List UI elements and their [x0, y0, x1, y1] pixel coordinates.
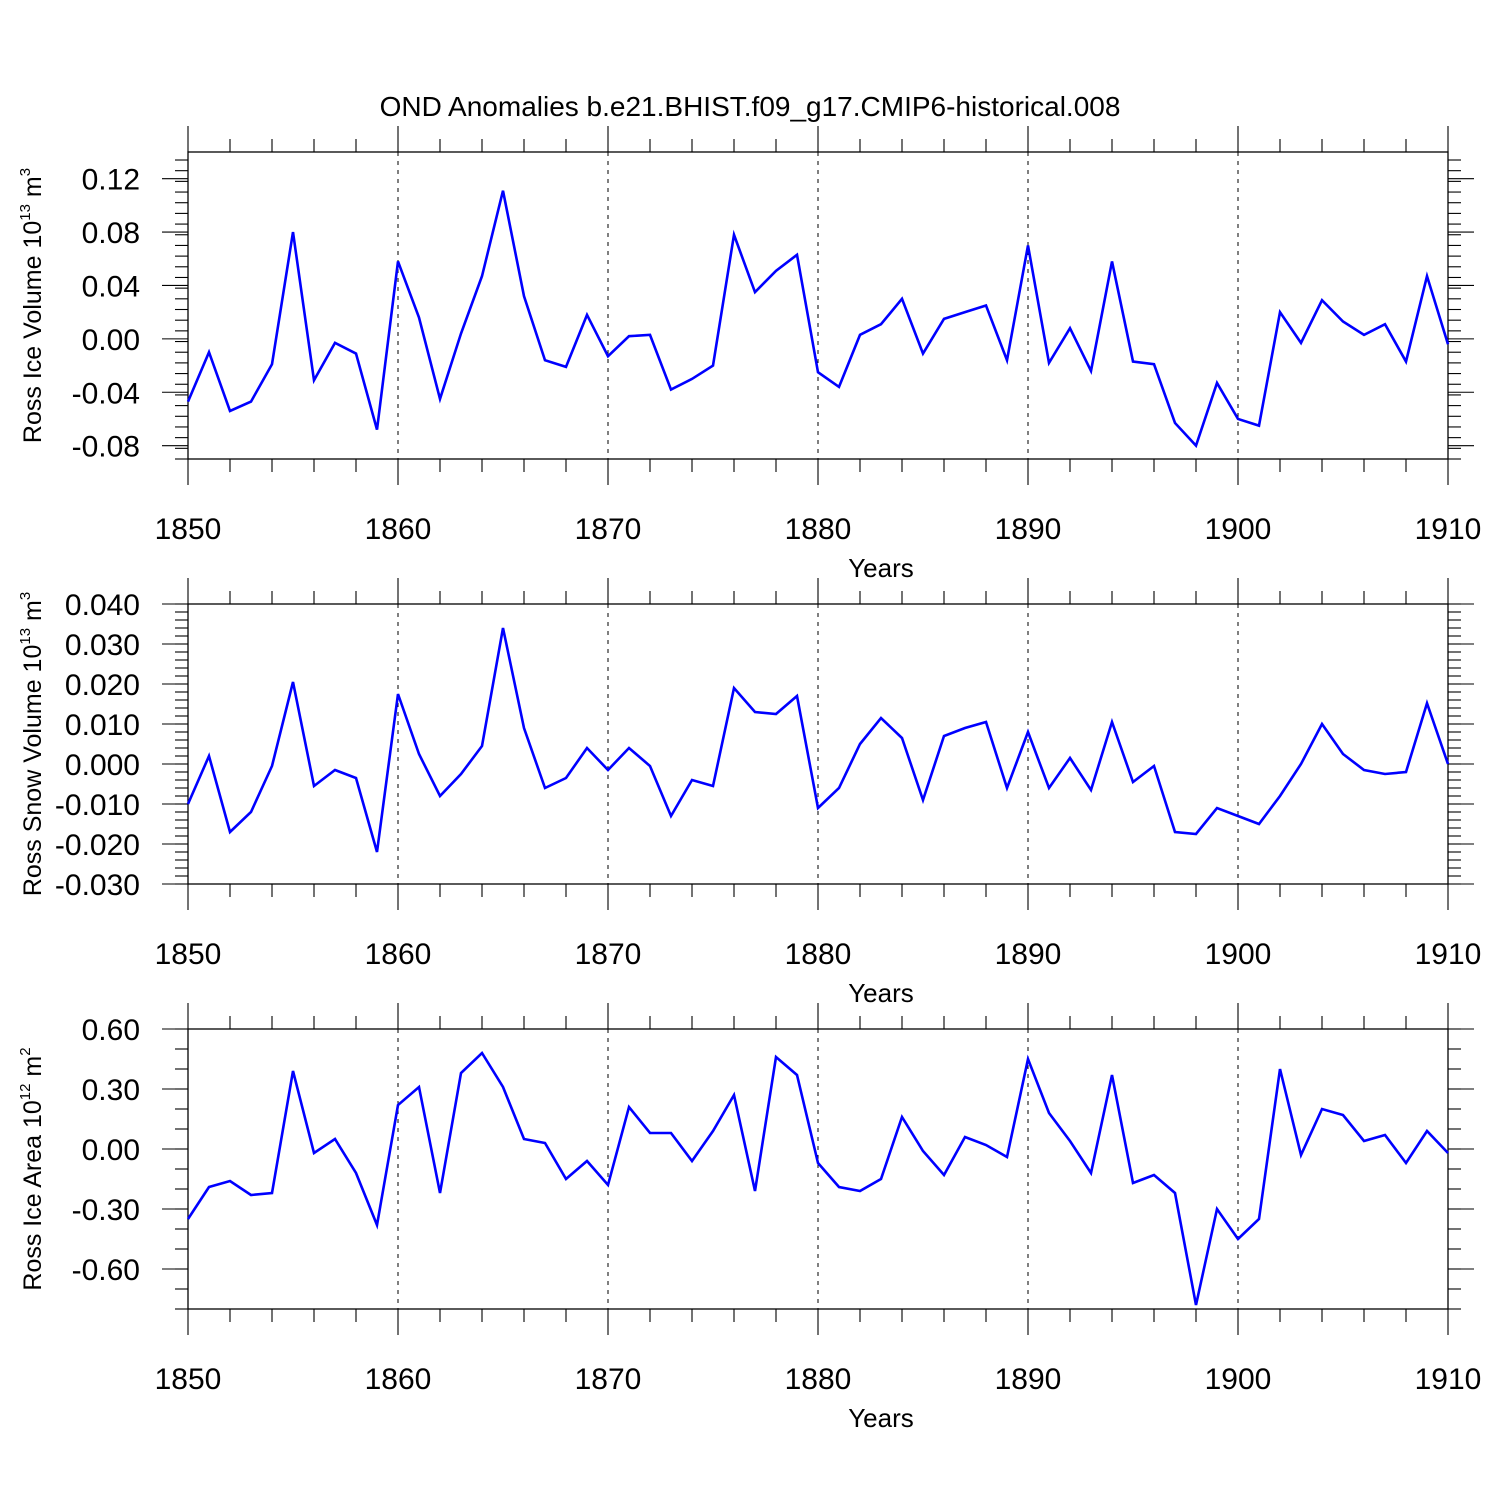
y-tick-label: -0.60	[72, 1254, 140, 1287]
x-tick-label: 1890	[995, 1363, 1062, 1396]
x-axis-label: Years	[848, 978, 914, 1008]
series-line	[186, 1050, 1449, 1306]
panel-2: 1850 1860 1870 1880 1890 1900 1910 Years -0.030 -…	[17, 578, 1481, 1008]
x-tick-label: 1900	[1205, 513, 1272, 546]
y-tick-label: 0.00	[82, 324, 140, 357]
y-tick-label: -0.020	[55, 829, 140, 862]
y-label-unit-exponent: 2	[17, 1047, 34, 1055]
series-line	[186, 190, 1450, 449]
x-axis-label: Years	[848, 1403, 914, 1433]
y-tick-label: 0.12	[82, 164, 140, 197]
y-tick-label: -0.08	[72, 431, 140, 464]
y-tick-label: 0.020	[65, 669, 140, 702]
y-label-unit: m	[19, 176, 47, 204]
series-line	[186, 627, 1450, 853]
y-tick-label: -0.010	[55, 789, 140, 822]
x-tick-label: 1850	[155, 1363, 222, 1396]
x-tick-label: 1900	[1205, 1363, 1272, 1396]
y-tick-label: 0.030	[65, 629, 140, 662]
x-tick-label: 1880	[785, 938, 852, 971]
x-tick-label: 1860	[365, 1363, 432, 1396]
x-tick-label: 1910	[1415, 1363, 1482, 1396]
y-label-unit: m	[19, 600, 47, 628]
x-tick-label: 1870	[575, 938, 642, 971]
y-label-main: Ross Snow Volume 10	[19, 645, 47, 897]
y-tick-label: 0.60	[82, 1014, 140, 1047]
y-tick-label: 0.010	[65, 709, 140, 742]
panels: 1850 1860 1870 1880 1890 1900 1910 Years -0.08 -0…	[17, 126, 1481, 1433]
y-label-exponent: 12	[17, 1084, 34, 1101]
y-tick-label: 0.08	[82, 217, 140, 250]
x-tick-label: 1900	[1205, 938, 1272, 971]
chart-title: OND Anomalies b.e21.BHIST.f09_g17.CMIP6-…	[380, 91, 1121, 122]
y-axis-label: Ross Snow Volume 1013 m3	[17, 592, 47, 896]
x-tick-label: 1890	[995, 513, 1062, 546]
x-tick-label: 1890	[995, 938, 1062, 971]
y-label-exponent: 13	[17, 628, 34, 645]
y-tick-label: -0.030	[55, 869, 140, 902]
x-tick-label: 1910	[1415, 513, 1482, 546]
y-axis-label: Ross Ice Volume 1013 m3	[17, 168, 47, 443]
x-tick-label: 1850	[155, 513, 222, 546]
panel-3: 1850 1860 1870 1880 1890 1900 1910 Years -0.60 -0…	[17, 1003, 1481, 1433]
x-axis-label: Years	[848, 553, 914, 583]
y-tick-label: 0.04	[82, 270, 140, 303]
y-tick-label: 0.00	[82, 1134, 140, 1167]
y-tick-label: 0.040	[65, 589, 140, 622]
x-tick-label: 1870	[575, 513, 642, 546]
y-label-unit-exponent: 3	[17, 168, 34, 176]
x-tick-label: 1880	[785, 1363, 852, 1396]
y-label-unit-exponent: 3	[17, 592, 34, 600]
x-tick-label: 1860	[365, 938, 432, 971]
y-label-exponent: 13	[17, 204, 34, 221]
x-tick-label: 1860	[365, 513, 432, 546]
x-tick-label: 1870	[575, 1363, 642, 1396]
x-tick-label: 1850	[155, 938, 222, 971]
y-tick-label: -0.30	[72, 1194, 140, 1227]
y-label-main: Ross Ice Volume 10	[19, 221, 47, 443]
y-tick-label: 0.000	[65, 749, 140, 782]
panel-1: 1850 1860 1870 1880 1890 1900 1910 Years -0.08 -0…	[17, 126, 1481, 583]
y-label-main: Ross Ice Area 10	[19, 1100, 47, 1290]
y-axis-label: Ross Ice Area 1012 m2	[17, 1047, 47, 1290]
y-tick-label: 0.30	[82, 1074, 140, 1107]
y-tick-label: -0.04	[72, 377, 140, 410]
x-tick-label: 1910	[1415, 938, 1482, 971]
x-tick-label: 1880	[785, 513, 852, 546]
y-label-unit: m	[19, 1056, 47, 1084]
